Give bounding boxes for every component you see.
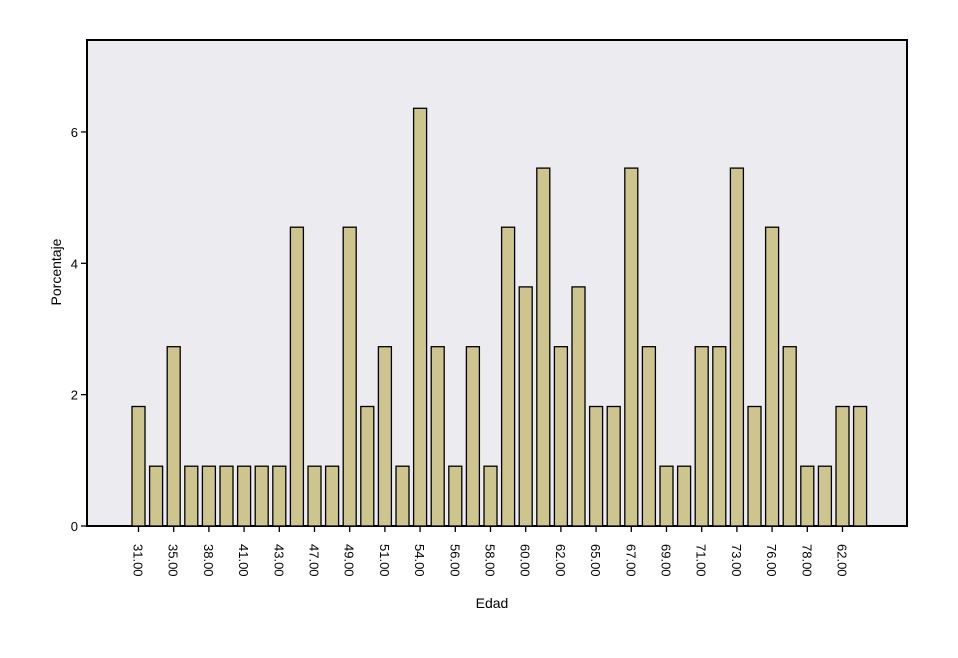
bar	[360, 405, 375, 527]
bar	[571, 286, 586, 527]
bar	[219, 465, 234, 527]
x-tick-label: 41.00	[236, 544, 251, 577]
bar	[694, 346, 709, 527]
y-tick-label: 4	[71, 256, 78, 271]
bar	[448, 465, 463, 527]
bar	[676, 465, 692, 527]
y-tick-label: 0	[71, 519, 78, 534]
bar	[184, 465, 199, 527]
bar	[342, 226, 357, 527]
bar	[764, 226, 780, 527]
x-tick-label: 58.00	[483, 544, 498, 577]
bar	[412, 107, 428, 527]
y-tick-label: 2	[71, 388, 78, 403]
x-tick-label: 35.00	[166, 544, 181, 577]
bar	[782, 346, 797, 527]
bars-group	[131, 107, 868, 527]
bar	[272, 465, 287, 527]
bar	[500, 226, 516, 527]
y-tick-label: 6	[71, 125, 78, 140]
y-axis: 0 2 4 6	[71, 125, 87, 534]
x-tick-label: 62.00	[553, 544, 568, 577]
x-tick-label: 62.00	[835, 544, 850, 577]
bar	[201, 465, 217, 527]
bar	[395, 465, 410, 527]
x-tick-label: 47.00	[307, 544, 322, 577]
y-axis-title: Porcentaje	[48, 238, 64, 305]
bar	[624, 167, 639, 527]
x-tick-label: 60.00	[518, 544, 533, 577]
x-tick-label: 73.00	[729, 544, 744, 577]
bar	[483, 465, 498, 527]
bar	[518, 286, 533, 527]
bar	[800, 465, 815, 527]
x-tick-label: 51.00	[377, 544, 392, 577]
bar	[852, 405, 868, 527]
bar	[236, 465, 252, 527]
bar	[430, 346, 445, 527]
bar	[553, 346, 569, 527]
x-tick-label: 71.00	[694, 544, 709, 577]
bar	[324, 465, 340, 527]
bar	[835, 405, 850, 527]
x-tick-label: 38.00	[201, 544, 216, 577]
x-axis-title: Edad	[476, 595, 509, 611]
bar	[166, 346, 181, 527]
x-axis: 31.00 35.00 38.00 41.00 43.00 47.00 49.00 51.00…	[131, 526, 850, 577]
bar	[729, 167, 745, 527]
bar	[254, 465, 269, 527]
bar	[588, 405, 604, 527]
x-tick-label: 67.00	[623, 544, 638, 577]
bar	[747, 405, 762, 527]
x-tick-label: 76.00	[764, 544, 779, 577]
bar	[641, 346, 657, 527]
x-tick-label: 69.00	[659, 544, 674, 577]
bar	[289, 226, 305, 527]
bar	[377, 346, 393, 527]
bar	[465, 346, 481, 527]
x-tick-label: 31.00	[131, 544, 146, 577]
x-tick-label: 54.00	[412, 544, 427, 577]
bar	[536, 167, 551, 527]
bar	[131, 405, 146, 527]
bar	[148, 465, 164, 527]
x-tick-label: 43.00	[271, 544, 286, 577]
bar	[817, 465, 833, 527]
x-tick-label: 56.00	[447, 544, 462, 577]
bar	[606, 405, 621, 527]
bar	[712, 346, 727, 527]
bar	[307, 465, 322, 527]
x-tick-label: 49.00	[342, 544, 357, 577]
x-tick-label: 78.00	[799, 544, 814, 577]
x-tick-label: 65.00	[588, 544, 603, 577]
bar	[659, 465, 674, 527]
